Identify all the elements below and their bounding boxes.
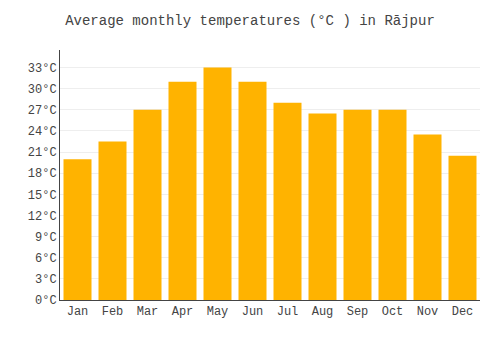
svg-text:18°C: 18°C	[28, 167, 57, 181]
svg-text:Dec: Dec	[452, 305, 474, 319]
svg-text:Mar: Mar	[137, 305, 159, 319]
svg-text:24°C: 24°C	[28, 125, 57, 139]
svg-text:Oct: Oct	[382, 305, 404, 319]
svg-text:Nov: Nov	[417, 305, 439, 319]
svg-text:9°C: 9°C	[35, 231, 57, 245]
svg-text:Jul: Jul	[277, 305, 299, 319]
svg-text:Feb: Feb	[102, 305, 124, 319]
svg-text:15°C: 15°C	[28, 189, 57, 203]
svg-text:Jan: Jan	[67, 305, 89, 319]
svg-text:Apr: Apr	[172, 305, 194, 319]
svg-text:27°C: 27°C	[28, 104, 57, 118]
svg-text:21°C: 21°C	[28, 146, 57, 160]
svg-text:33°C: 33°C	[28, 62, 57, 76]
svg-text:Aug: Aug	[312, 305, 334, 319]
svg-text:Sep: Sep	[347, 305, 369, 319]
svg-text:Jun: Jun	[242, 305, 264, 319]
svg-text:Average monthly temperatures (: Average monthly temperatures (°C ) in Rā…	[65, 13, 435, 29]
svg-text:0°C: 0°C	[35, 294, 57, 308]
svg-text:30°C: 30°C	[28, 83, 57, 97]
svg-text:3°C: 3°C	[35, 273, 57, 287]
svg-text:6°C: 6°C	[35, 252, 57, 266]
svg-text:12°C: 12°C	[28, 210, 57, 224]
svg-text:May: May	[207, 305, 229, 319]
